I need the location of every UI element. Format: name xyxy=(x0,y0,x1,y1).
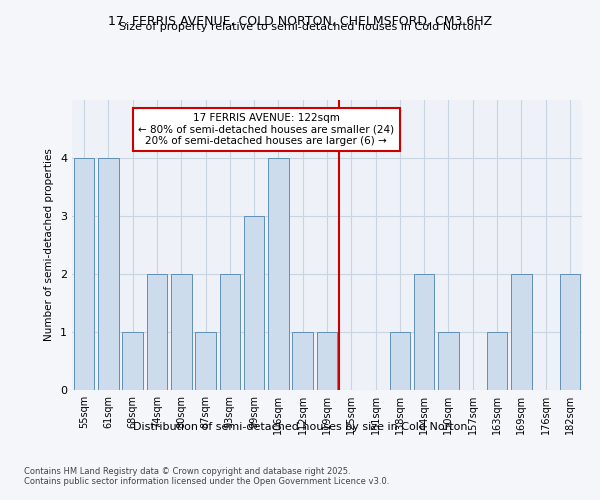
Text: Distribution of semi-detached houses by size in Cold Norton: Distribution of semi-detached houses by … xyxy=(133,422,467,432)
Bar xyxy=(414,274,434,390)
Bar xyxy=(438,332,459,390)
Text: Contains HM Land Registry data © Crown copyright and database right 2025.: Contains HM Land Registry data © Crown c… xyxy=(24,468,350,476)
Bar xyxy=(487,332,508,390)
Bar xyxy=(195,332,216,390)
Bar xyxy=(146,274,167,390)
Bar xyxy=(98,158,119,390)
Bar xyxy=(560,274,580,390)
Bar xyxy=(220,274,240,390)
Bar xyxy=(171,274,191,390)
Bar xyxy=(244,216,265,390)
Text: 17 FERRIS AVENUE: 122sqm
← 80% of semi-detached houses are smaller (24)
20% of s: 17 FERRIS AVENUE: 122sqm ← 80% of semi-d… xyxy=(138,113,394,146)
Bar xyxy=(511,274,532,390)
Bar xyxy=(74,158,94,390)
Bar xyxy=(389,332,410,390)
Bar xyxy=(122,332,143,390)
Text: Size of property relative to semi-detached houses in Cold Norton: Size of property relative to semi-detach… xyxy=(119,22,481,32)
Y-axis label: Number of semi-detached properties: Number of semi-detached properties xyxy=(44,148,55,342)
Bar xyxy=(317,332,337,390)
Bar xyxy=(292,332,313,390)
Bar xyxy=(268,158,289,390)
Text: 17, FERRIS AVENUE, COLD NORTON, CHELMSFORD, CM3 6HZ: 17, FERRIS AVENUE, COLD NORTON, CHELMSFO… xyxy=(108,15,492,28)
Text: Contains public sector information licensed under the Open Government Licence v3: Contains public sector information licen… xyxy=(24,478,389,486)
